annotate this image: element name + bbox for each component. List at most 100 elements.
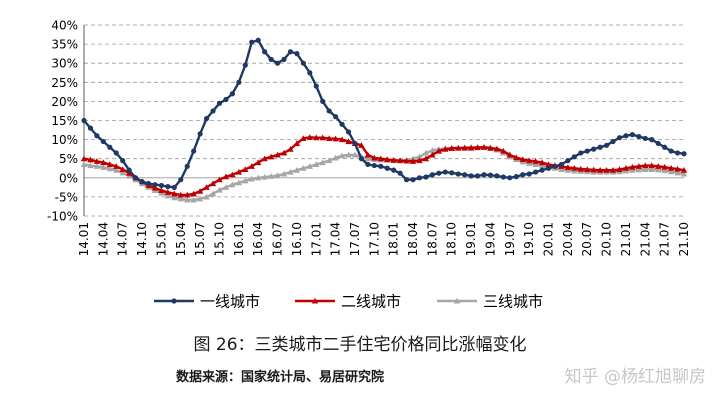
data-point [397, 170, 403, 176]
series-line [83, 136, 685, 197]
data-point [422, 149, 430, 156]
data-point [339, 121, 345, 127]
data-point [313, 83, 319, 89]
data-point [87, 156, 94, 163]
data-point [113, 166, 120, 173]
data-point [178, 177, 184, 183]
data-point [262, 49, 268, 55]
x-tick-label: 21.04 [638, 222, 652, 256]
data-point [171, 194, 178, 201]
data-point [106, 161, 114, 167]
data-point [565, 158, 571, 164]
data-point [681, 151, 687, 157]
y-tick-label: 15% [51, 114, 78, 128]
y-axis-ticks: -10% -5% 0% 5% 10% 15% 20% 25% 30% 35% 40% [47, 19, 78, 224]
data-point [513, 154, 520, 161]
data-point [197, 131, 203, 137]
data-point [584, 166, 591, 172]
data-point [93, 158, 101, 164]
data-point [648, 166, 655, 172]
x-tick-label: 18.10 [445, 222, 459, 256]
data-point [306, 163, 314, 169]
data-point [80, 155, 88, 162]
figure-title: 图 26：三类城市二手住宅价格同比涨幅变化 [193, 335, 527, 355]
data-point [680, 166, 688, 173]
data-point [294, 51, 300, 57]
data-point [177, 191, 184, 198]
data-point [571, 154, 577, 160]
data-point [152, 182, 158, 188]
data-point [287, 145, 294, 152]
x-tick-label: 18.07 [425, 222, 439, 256]
data-point [616, 166, 623, 172]
data-point [171, 190, 178, 197]
data-point [287, 49, 294, 55]
legend-label: 二线城市 [341, 293, 401, 311]
data-point [158, 187, 165, 193]
data-point [655, 140, 661, 147]
data-point [100, 138, 106, 145]
data-point [280, 149, 288, 156]
data-point [126, 167, 132, 173]
data-point [242, 177, 249, 184]
data-point [125, 170, 133, 176]
data-point [635, 163, 643, 169]
data-point [190, 196, 197, 203]
data-point [416, 175, 423, 181]
data-point [629, 163, 636, 170]
data-point [319, 159, 326, 166]
data-point [119, 166, 126, 172]
data-point [429, 147, 436, 153]
data-point [533, 169, 539, 175]
data-point [371, 154, 378, 161]
data-point [578, 150, 584, 156]
data-point [332, 154, 339, 161]
x-tick-label: 20.04 [561, 222, 575, 256]
data-point [268, 56, 274, 62]
data-point [190, 190, 197, 197]
data-point [235, 168, 243, 175]
data-point [403, 157, 410, 164]
legend-label: 三线城市 [483, 293, 543, 311]
data-point [319, 134, 326, 141]
x-tick-label: 14.04 [96, 222, 110, 256]
data-point [338, 136, 346, 143]
x-tick-label: 16.07 [271, 222, 285, 256]
legend-marker [311, 297, 319, 304]
data-point [506, 151, 514, 158]
data-point [158, 182, 165, 189]
data-point [364, 151, 372, 158]
data-point [596, 166, 604, 173]
x-tick-label: 20.01 [542, 222, 556, 256]
data-point [313, 161, 320, 167]
data-point [203, 184, 210, 190]
data-point [532, 161, 539, 167]
data-point [87, 162, 94, 169]
x-tick-label: 15.01 [154, 222, 168, 256]
data-point [449, 170, 455, 176]
data-point [287, 168, 294, 175]
data-point [623, 133, 629, 139]
data-point [436, 170, 442, 176]
data-point [332, 135, 339, 142]
data-point [616, 135, 623, 141]
data-point [564, 164, 572, 171]
data-point [480, 144, 488, 150]
data-point [500, 147, 507, 154]
data-point [223, 96, 229, 103]
x-tick-label: 21.10 [677, 222, 691, 256]
y-tick-label: 35% [51, 38, 78, 52]
data-point [416, 157, 423, 164]
data-point [345, 151, 352, 158]
x-tick-label: 15.07 [193, 222, 207, 256]
data-point [545, 165, 552, 171]
data-point [133, 175, 139, 181]
data-point [571, 165, 578, 171]
data-point [520, 172, 526, 178]
data-point [164, 189, 172, 195]
data-point [668, 148, 674, 154]
data-point [242, 62, 248, 68]
data-point [81, 117, 87, 124]
data-point [248, 175, 255, 182]
x-tick-label: 14.01 [77, 222, 91, 256]
